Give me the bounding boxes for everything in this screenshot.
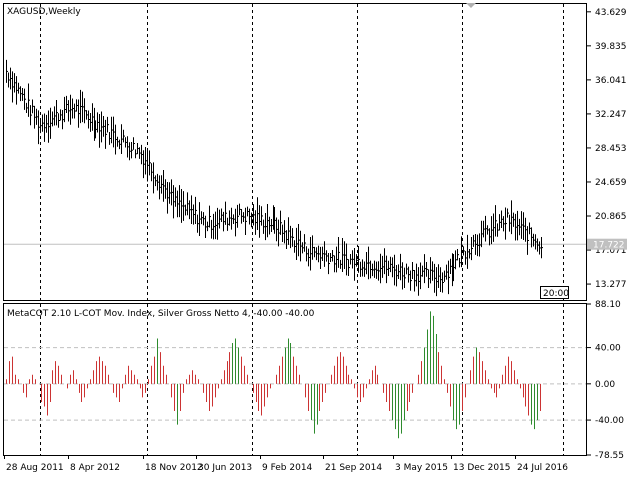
- time-label: 8 Apr 2012: [70, 463, 120, 473]
- price-tick-label: 39.835: [595, 42, 627, 52]
- value-tick-label: 40.00: [595, 344, 621, 354]
- value-tick-label: -40.00: [595, 416, 624, 426]
- svg-text:17.722: 17.722: [593, 241, 625, 251]
- current-price-label: 17.722: [587, 238, 627, 251]
- time-label: 13 Dec 2015: [453, 463, 511, 473]
- time-label: 3 May 2015: [395, 463, 448, 473]
- price-tick-label: 32.247: [595, 110, 627, 120]
- time-label: 28 Aug 2011: [6, 463, 64, 473]
- main-chart-frame: [3, 3, 587, 301]
- price-axis: 43.629 39.835 36.041 32.247 28.453 24.659 20.8…: [587, 8, 627, 290]
- time-marker: 20:00: [540, 286, 569, 299]
- time-label: 24 Jul 2016: [517, 463, 568, 473]
- value-tick-label: 88.10: [595, 300, 621, 310]
- period-separators: [40, 4, 564, 455]
- price-tick-label: 43.629: [595, 8, 627, 18]
- time-label: 18 Nov 2012: [145, 463, 203, 473]
- price-bars: [6, 59, 543, 297]
- price-tick-label: 36.041: [595, 76, 627, 86]
- svg-text:20:00: 20:00: [543, 289, 569, 299]
- chart-shift-marker-icon[interactable]: [466, 3, 476, 8]
- price-tick-label: 17.071: [595, 246, 627, 256]
- sub-chart-title: MetaCOT 2.10 L-COT Mov. Index, Silver Gr…: [7, 309, 315, 319]
- price-tick-label: 28.453: [595, 144, 627, 154]
- price-tick-label: 20.865: [595, 212, 627, 222]
- price-tick-label: 13.277: [595, 280, 627, 290]
- time-label: 9 Feb 2014: [262, 463, 313, 473]
- value-tick-label: 0.00: [595, 380, 615, 390]
- main-chart-title: XAGUSD,Weekly: [7, 7, 81, 17]
- time-label: 30 Jun 2013: [198, 463, 252, 473]
- sub-chart-frame: [3, 303, 587, 456]
- value-tick-label: -78.55: [595, 451, 624, 461]
- time-label: 21 Sep 2014: [325, 463, 382, 473]
- price-tick-label: 24.659: [595, 178, 627, 188]
- cot-histogram: [6, 311, 541, 439]
- indicator-value-axis: 88.10 40.00 0.00 -40.00 -78.55: [587, 300, 624, 461]
